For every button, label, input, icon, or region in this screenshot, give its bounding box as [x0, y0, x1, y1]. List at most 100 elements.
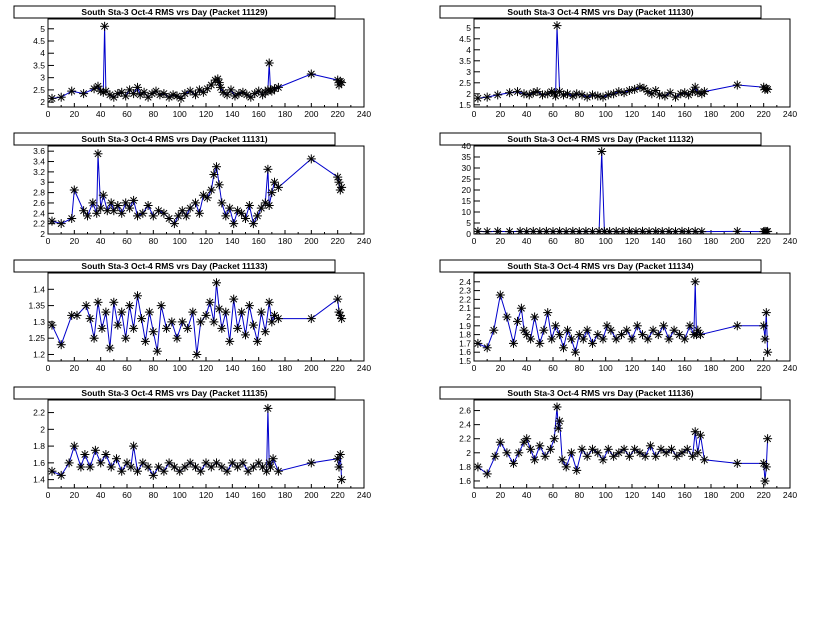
marker-stroke — [632, 228, 640, 234]
x-axis: 0 20 40 60 80 100 120 140 160 180 200 220 240 — [46, 230, 371, 246]
data-point — [606, 325, 616, 335]
marker-stroke — [760, 459, 768, 467]
marker-stroke — [137, 315, 146, 323]
marker-stroke — [335, 308, 343, 316]
marker-stroke — [474, 463, 482, 471]
marker-stroke — [65, 459, 73, 467]
marker-stroke — [218, 199, 226, 207]
marker-stroke — [207, 463, 215, 471]
y-tick-label: 15 — [462, 196, 472, 206]
marker-stroke — [681, 335, 689, 343]
marker-stroke — [672, 228, 680, 234]
x-tick-label: 220 — [331, 236, 345, 246]
x-tick-label: 60 — [122, 236, 132, 246]
marker-stroke — [230, 295, 238, 303]
marker-stroke — [48, 467, 56, 475]
data-point — [100, 21, 110, 31]
data-point — [577, 444, 587, 454]
data-point — [191, 198, 200, 208]
data-point — [176, 93, 186, 103]
chart-title-box — [13, 386, 336, 400]
marker-stroke — [665, 335, 673, 343]
data-point — [540, 451, 550, 461]
marker-stroke — [733, 322, 741, 330]
marker-stroke — [529, 89, 537, 97]
data-point — [209, 170, 219, 179]
data-point — [566, 334, 576, 344]
marker-stroke — [665, 227, 673, 234]
x-tick-label: 20 — [70, 109, 80, 119]
data-point — [495, 290, 505, 300]
data-point — [229, 294, 239, 304]
marker-stroke — [694, 326, 702, 334]
marker-stroke — [140, 88, 148, 96]
x-tick-label: 120 — [199, 109, 213, 119]
x-tick-label: 180 — [704, 490, 718, 500]
chart-title-box — [13, 259, 336, 273]
data-point — [495, 437, 505, 447]
marker-stroke — [612, 335, 620, 343]
data-point — [121, 91, 131, 101]
data-point — [191, 90, 200, 100]
marker-stroke — [127, 463, 135, 471]
marker-stroke — [255, 87, 263, 95]
data-point — [222, 90, 232, 100]
x-tick-label: 20 — [496, 236, 506, 246]
marker-stroke — [223, 91, 231, 99]
x-tick-label: 60 — [122, 363, 132, 373]
marker-stroke — [118, 209, 126, 217]
data-point — [559, 343, 568, 353]
marker-stroke — [556, 227, 564, 234]
marker-stroke — [68, 87, 76, 95]
marker-stroke — [603, 322, 611, 330]
data-point — [48, 466, 57, 476]
marker-stroke — [181, 463, 189, 471]
marker-stroke — [575, 331, 583, 339]
marker-stroke — [249, 220, 257, 228]
data-point — [572, 465, 582, 475]
marker-stroke — [559, 344, 568, 352]
x-tick-label: 200 — [730, 490, 744, 500]
x-axis: 0 20 40 60 80 100 120 140 160 180 200 220 240 — [46, 484, 371, 500]
marker-stroke — [160, 90, 168, 98]
series-line — [477, 281, 769, 355]
marker-stroke — [619, 228, 627, 234]
marker-stroke — [122, 92, 130, 100]
marker-stroke — [152, 87, 160, 95]
data-point — [233, 462, 243, 472]
data-point — [148, 327, 158, 337]
data-point — [273, 314, 283, 324]
x-tick-label: 140 — [225, 490, 239, 500]
data-point — [214, 304, 224, 314]
chart-title-box — [439, 386, 762, 400]
x-tick-label: 160 — [678, 109, 692, 119]
y-axis: 1.4 1.6 1.8 2 2.2 — [33, 408, 54, 485]
x-axis: 0 20 40 60 80 100 120 140 160 180 200 220 240 — [472, 484, 797, 500]
marker-stroke — [226, 337, 234, 345]
data-point — [67, 310, 77, 320]
marker-stroke — [307, 70, 315, 78]
data-point — [217, 198, 227, 208]
data-point — [121, 198, 131, 208]
data-point — [530, 455, 540, 465]
data-point — [603, 444, 613, 454]
data-point — [660, 91, 670, 101]
marker-stroke — [253, 212, 261, 220]
chart-title: South Sta-3 Oct-4 RMS vrs Day (Packet 11… — [81, 388, 267, 398]
x-tick-label: 100 — [599, 363, 613, 373]
y-tick-label: 1.6 — [33, 458, 45, 468]
marker-stroke — [474, 339, 482, 347]
marker-stroke — [245, 201, 253, 210]
marker-stroke — [114, 201, 122, 210]
x-tick-label: 140 — [651, 490, 665, 500]
data-point — [760, 334, 770, 344]
x-tick-label: 220 — [331, 490, 345, 500]
data-point — [106, 462, 116, 472]
data-point — [79, 206, 89, 216]
marker-stroke — [617, 331, 626, 339]
x-tick-label: 240 — [783, 363, 797, 373]
x-tick-label: 40 — [522, 236, 532, 246]
marker-stroke — [694, 449, 702, 457]
marker-stroke — [506, 89, 514, 97]
data-point — [502, 312, 512, 322]
